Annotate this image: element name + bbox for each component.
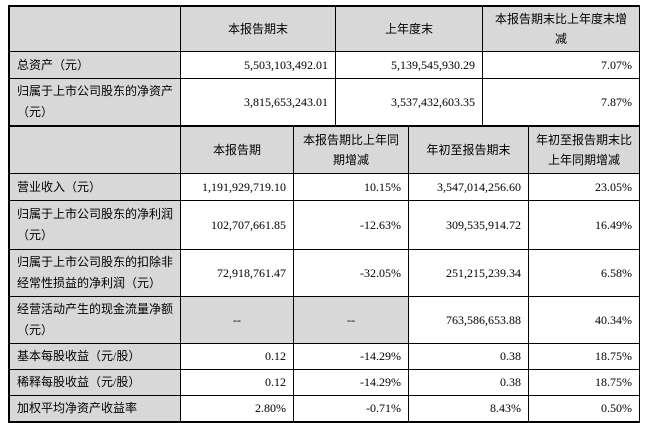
metric-value: 7.07% <box>482 51 640 79</box>
table-row-net-assets: 归属于上市公司股东的净资产 （元） 3,815,653,243.01 3,537… <box>9 78 640 126</box>
col-header-current-period-end: 本报告期末 <box>180 6 336 52</box>
metric-value: -14.29% <box>293 369 409 396</box>
metric-value: 5,139,545,930.29 <box>335 51 483 79</box>
metric-value: 23.05% <box>528 173 640 201</box>
key-financials-table: 本报告期末 上年度末 本报告期末比上年度末增减 总资产（元） 5,503,103… <box>8 5 640 423</box>
metric-value: 763,586,653.88 <box>408 296 529 344</box>
metric-value: 2.80% <box>180 395 294 422</box>
table-row-operating-cash-flow: 经营活动产生的现金流量净额 （元） -- -- 763,586,653.88 4… <box>9 296 640 344</box>
metric-value: 251,215,239.34 <box>408 249 529 297</box>
col-header-current-period: 本报告期 <box>180 126 294 174</box>
table-row-net-profit-excl-nonrecurring: 归属于上市公司股东的扣除非 经常性损益的净利润（元） 72,918,761.47… <box>9 249 640 297</box>
metric-value: -12.63% <box>293 200 409 250</box>
row-label: 总资产（元） <box>9 51 181 79</box>
metric-value: 1,191,929,719.10 <box>180 173 294 201</box>
row-label: 归属于上市公司股东的净利润 （元） <box>9 200 181 250</box>
table-row-diluted-eps: 稀释每股收益（元/股） 0.12 -14.29% 0.38 18.75% <box>9 369 640 396</box>
metric-value: 8.43% <box>408 395 529 422</box>
row-label: 加权平均净资产收益率 <box>9 395 181 422</box>
metric-value: 18.75% <box>528 369 640 396</box>
metric-value: 7.87% <box>482 78 640 126</box>
table-row-operating-revenue: 营业收入（元） 1,191,929,719.10 10.15% 3,547,01… <box>9 173 640 201</box>
metric-value: 3,815,653,243.01 <box>180 78 336 126</box>
metric-value: 0.12 <box>180 343 294 370</box>
metric-value: -0.71% <box>293 395 409 422</box>
col-header-prior-year-end: 上年度末 <box>335 6 483 52</box>
metric-value: 5,503,103,492.01 <box>180 51 336 79</box>
metric-value-na: -- <box>293 296 409 344</box>
table-row-weighted-avg-roe: 加权平均净资产收益率 2.80% -0.71% 8.43% 0.50% <box>9 395 640 422</box>
metric-value: 3,537,432,603.35 <box>335 78 483 126</box>
table-row-net-profit: 归属于上市公司股东的净利润 （元） 102,707,661.85 -12.63%… <box>9 200 640 250</box>
reporting-period-section: 本报告期 本报告期比上年同 期增减 年初至报告期末 年初至报告期末比 上年同期增… <box>9 126 640 422</box>
row-label: 营业收入（元） <box>9 173 181 201</box>
metric-value: 0.50% <box>528 395 640 422</box>
corner-cell <box>9 126 181 174</box>
col-header-year-to-date: 年初至报告期末 <box>408 126 529 174</box>
metric-value: 16.49% <box>528 200 640 250</box>
metric-value: 0.12 <box>180 369 294 396</box>
metric-value: -32.05% <box>293 249 409 297</box>
section2-header-row: 本报告期 本报告期比上年同 期增减 年初至报告期末 年初至报告期末比 上年同期增… <box>9 126 640 174</box>
metric-value: 102,707,661.85 <box>180 200 294 250</box>
metric-value: 40.34% <box>528 296 640 344</box>
col-header-ytd-change-vs-same-period: 年初至报告期末比 上年同期增减 <box>528 126 640 174</box>
row-label: 基本每股收益（元/股） <box>9 343 181 370</box>
section1-header-row: 本报告期末 上年度末 本报告期末比上年度末增减 <box>9 6 640 52</box>
metric-value: 0.38 <box>408 343 529 370</box>
metric-value: 309,535,914.72 <box>408 200 529 250</box>
metric-value: -14.29% <box>293 343 409 370</box>
row-label: 归属于上市公司股东的扣除非 经常性损益的净利润（元） <box>9 249 181 297</box>
metric-value: 10.15% <box>293 173 409 201</box>
metric-value: 0.38 <box>408 369 529 396</box>
col-header-change-vs-prior-year-end: 本报告期末比上年度末增减 <box>482 6 640 52</box>
col-header-change-vs-same-period: 本报告期比上年同 期增减 <box>293 126 409 174</box>
metric-value: 72,918,761.47 <box>180 249 294 297</box>
table-row-total-assets: 总资产（元） 5,503,103,492.01 5,139,545,930.29… <box>9 51 640 79</box>
metric-value-na: -- <box>180 296 294 344</box>
metric-value: 3,547,014,256.60 <box>408 173 529 201</box>
period-end-section: 本报告期末 上年度末 本报告期末比上年度末增减 总资产（元） 5,503,103… <box>9 6 640 126</box>
row-label: 经营活动产生的现金流量净额 （元） <box>9 296 181 344</box>
metric-value: 6.58% <box>528 249 640 297</box>
row-label: 归属于上市公司股东的净资产 （元） <box>9 78 181 126</box>
metric-value: 18.75% <box>528 343 640 370</box>
table-row-basic-eps: 基本每股收益（元/股） 0.12 -14.29% 0.38 18.75% <box>9 343 640 370</box>
corner-cell <box>9 6 181 52</box>
row-label: 稀释每股收益（元/股） <box>9 369 181 396</box>
